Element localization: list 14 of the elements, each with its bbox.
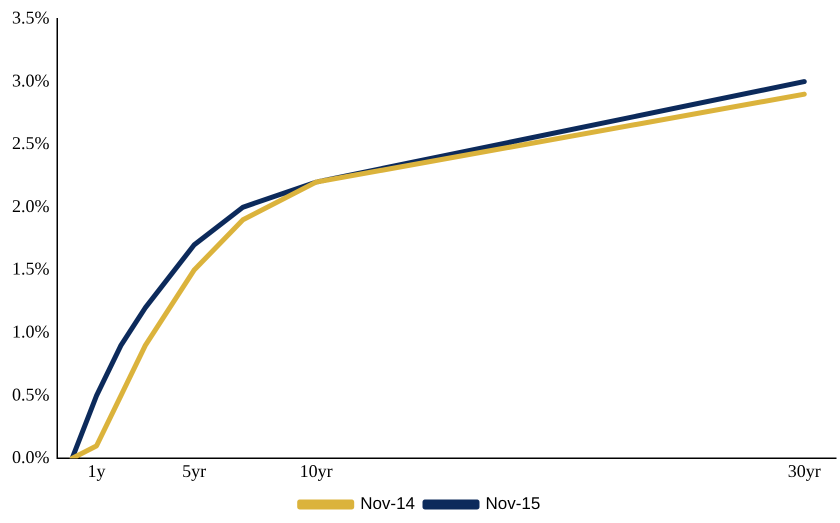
x-tick-label: 30yr [788, 460, 821, 481]
y-tick-label: 1.5% [12, 258, 50, 279]
y-tick-label: 3.5% [12, 8, 50, 28]
x-tick-label: 10yr [300, 460, 333, 481]
legend-label: Nov-15 [486, 494, 540, 514]
y-tick-label: 1.0% [12, 322, 50, 342]
x-tick-label: 5yr [182, 460, 206, 481]
x-tick-label: 1y [88, 460, 106, 481]
y-tick-label: 0.0% [12, 447, 50, 468]
y-tick-label: 2.0% [12, 196, 50, 216]
y-tick-label: 3.0% [12, 70, 50, 90]
legend-label: Nov-14 [360, 494, 416, 514]
y-tick-label: 2.5% [12, 133, 50, 154]
y-tick-label: 0.5% [12, 384, 50, 404]
